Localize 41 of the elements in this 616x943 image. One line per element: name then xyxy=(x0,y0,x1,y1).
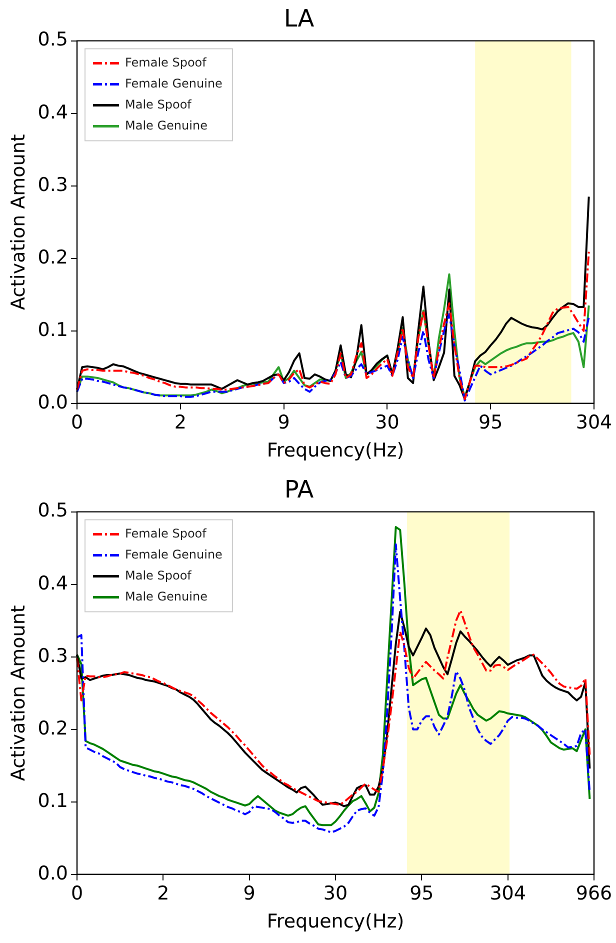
x-tick-label: 95 xyxy=(478,412,503,434)
legend-label: Male Spoof xyxy=(125,568,192,582)
x-tick-label: 30 xyxy=(375,412,400,434)
legend-label: Female Genuine xyxy=(125,76,222,90)
y-tick-label: 0.0 xyxy=(38,391,68,414)
x-tick-label: 304 xyxy=(576,412,612,434)
x-tick-label: 304 xyxy=(490,882,526,905)
chart-title: LA xyxy=(284,4,315,33)
line-series xyxy=(76,250,590,400)
y-tick-label: 0.3 xyxy=(38,174,68,196)
legend-label: Male Genuine xyxy=(125,118,208,132)
y-tick-label: 0.4 xyxy=(38,101,68,124)
x-tick-label: 966 xyxy=(576,882,612,905)
x-tick-label: 0 xyxy=(70,412,84,434)
chart-title: PA xyxy=(284,476,314,504)
y-axis-title: Activation Amount xyxy=(7,605,30,782)
y-tick-label: 0.5 xyxy=(38,500,68,522)
legend-label: Female Spoof xyxy=(125,526,208,540)
y-tick-label: 0.2 xyxy=(38,717,68,740)
x-tick-label: 9 xyxy=(278,412,290,434)
x-tick-label: 0 xyxy=(70,882,84,905)
y-tick-label: 0.2 xyxy=(38,246,68,268)
x-axis-title: Frequency(Hz) xyxy=(266,440,404,462)
line-series xyxy=(76,313,590,402)
x-tick-label: 30 xyxy=(323,882,348,905)
x-tick-label: 2 xyxy=(157,882,170,905)
y-tick-label: 0.1 xyxy=(38,318,68,341)
x-axis-title: Frequency(Hz) xyxy=(266,910,404,933)
legend-label: Female Genuine xyxy=(125,547,222,562)
x-tick-label: 9 xyxy=(243,882,256,905)
y-tick-label: 0.5 xyxy=(38,28,68,51)
y-axis-title: Activation Amount xyxy=(7,134,30,310)
x-tick-label: 95 xyxy=(410,882,434,905)
y-tick-label: 0.1 xyxy=(38,790,68,812)
y-tick-label: 0.0 xyxy=(38,862,68,884)
legend-label: Female Spoof xyxy=(125,55,208,70)
y-tick-label: 0.4 xyxy=(38,572,68,594)
legend-label: Male Genuine xyxy=(125,589,208,604)
x-tick-label: 2 xyxy=(174,412,186,434)
legend-label: Male Spoof xyxy=(125,97,192,112)
y-tick-label: 0.3 xyxy=(38,644,68,667)
